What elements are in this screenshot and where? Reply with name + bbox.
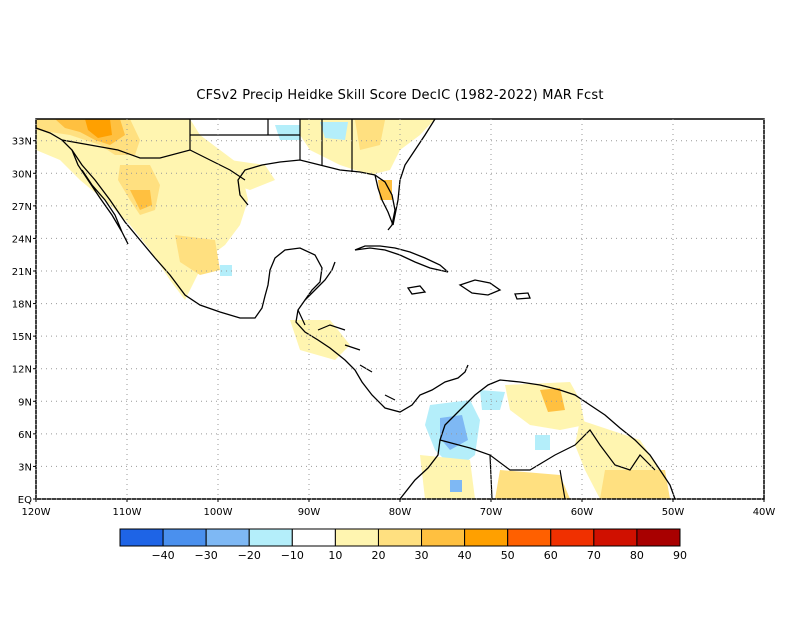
coast-yucatan: [304, 261, 336, 301]
colorbar-label: 10: [328, 549, 342, 562]
lat-label: 9N: [18, 397, 32, 408]
shade-venezuela-orange: [505, 382, 585, 430]
shade-florida-orange: [378, 180, 392, 200]
coastlines: [36, 119, 676, 499]
longitude-labels: 120W 110W 100W 90W 80W 70W 60W 50W 40W: [22, 499, 776, 518]
border-us-mexico: [61, 139, 246, 181]
lon-label: 90W: [298, 507, 321, 518]
colorbar-swatch: [334, 528, 379, 547]
shade-brazil-yellow: [495, 470, 570, 499]
shade-northwest-core: [85, 119, 112, 138]
shade-brazil-blue2: [535, 435, 550, 450]
colorbar-label: 20: [371, 549, 385, 562]
coast-cuba: [354, 245, 449, 273]
coast-south-america: [399, 379, 676, 499]
coast-puerto-rico: [514, 292, 531, 300]
shade-texas-yellow: [230, 160, 275, 190]
chart-title: CFSv2 Precip Heidke Skill Score DecIC (1…: [196, 88, 604, 103]
lat-label: 15N: [12, 332, 32, 343]
colorbar-label: 70: [587, 549, 601, 562]
shade-centralam-yellow: [290, 320, 350, 360]
border-south-america: [439, 429, 656, 499]
lat-label: 24N: [12, 234, 32, 245]
colorbar-label: 80: [630, 549, 644, 562]
lat-label: 33N: [12, 137, 32, 148]
lon-label: 80W: [389, 507, 412, 518]
colorbar-label: −20: [238, 549, 261, 562]
colorbar-swatch: [421, 528, 466, 547]
skill-shading: [36, 119, 670, 499]
lat-label: EQ: [18, 495, 32, 506]
colorbar-label: 60: [544, 549, 558, 562]
colorbar-label: −10: [281, 549, 304, 562]
lon-label: 70W: [480, 507, 503, 518]
colorbar-swatch: [377, 528, 423, 547]
shade-southeast-blue: [275, 125, 300, 140]
shade-baja-dark: [130, 190, 152, 210]
lon-label: 50W: [662, 507, 685, 518]
shade-venezuela-dark: [540, 388, 565, 412]
lat-label: 21N: [12, 267, 32, 278]
shade-venezuela-blue: [480, 390, 505, 410]
colorbar-swatch: [205, 528, 250, 547]
colorbar-label: −30: [195, 549, 218, 562]
lon-label: 110W: [113, 507, 142, 518]
lat-label: 27N: [12, 202, 32, 213]
coast-jamaica: [406, 285, 427, 295]
coast-hispaniola: [458, 279, 502, 296]
shade-mexico-orange: [175, 235, 220, 275]
colorbar-swatch: [464, 528, 509, 547]
lat-label: 18N: [12, 300, 32, 311]
lon-label: 60W: [571, 507, 594, 518]
colorbar-label: 40: [458, 549, 472, 562]
colorbar-swatch: [119, 528, 164, 547]
coast-gulf: [237, 159, 396, 231]
lat-label: 3N: [18, 462, 32, 473]
lon-label: 40W: [753, 507, 776, 518]
colorbar-label: 90: [673, 549, 687, 562]
gridlines: [35, 119, 765, 500]
shade-guyana-orange: [600, 470, 670, 499]
colorbar-label: −40: [151, 549, 174, 562]
colorbar-swatch: [507, 528, 552, 547]
border-us-states: [189, 119, 353, 172]
colorbar-swatch: [636, 528, 681, 547]
coast-east-us: [392, 119, 436, 226]
colorbar-swatch: [291, 528, 336, 547]
lat-label: 30N: [12, 169, 32, 180]
lat-label: 6N: [18, 430, 32, 441]
lon-label: 120W: [22, 507, 51, 518]
colorbar-label: 30: [415, 549, 429, 562]
coast-north-america: [36, 127, 469, 413]
colorbar-swatch: [550, 528, 595, 547]
lat-label: 12N: [12, 365, 32, 376]
latitude-labels: EQ 3N 6N 9N 12N 15N 18N 21N 24N 27N 30N 33N: [12, 137, 36, 506]
shade-georgia-orange: [355, 120, 385, 150]
colorbar-swatch: [593, 528, 638, 547]
border-central-america: [297, 309, 396, 401]
coast-baja: [71, 149, 129, 245]
shade-peru-yellow: [420, 455, 475, 499]
colorbar-swatch: [248, 528, 293, 547]
coast-florida: [374, 174, 394, 226]
colorbar-label: 50: [501, 549, 515, 562]
lon-label: 100W: [204, 507, 233, 518]
political-borders: [61, 119, 656, 499]
shade-brazil-blue: [450, 480, 462, 492]
colorbar-swatch: [162, 528, 207, 547]
shade-southeast-blue2: [320, 122, 348, 140]
colorbar: −40 −30 −20 −10 10 20 30 40 50 60 70 80 90: [119, 528, 687, 562]
